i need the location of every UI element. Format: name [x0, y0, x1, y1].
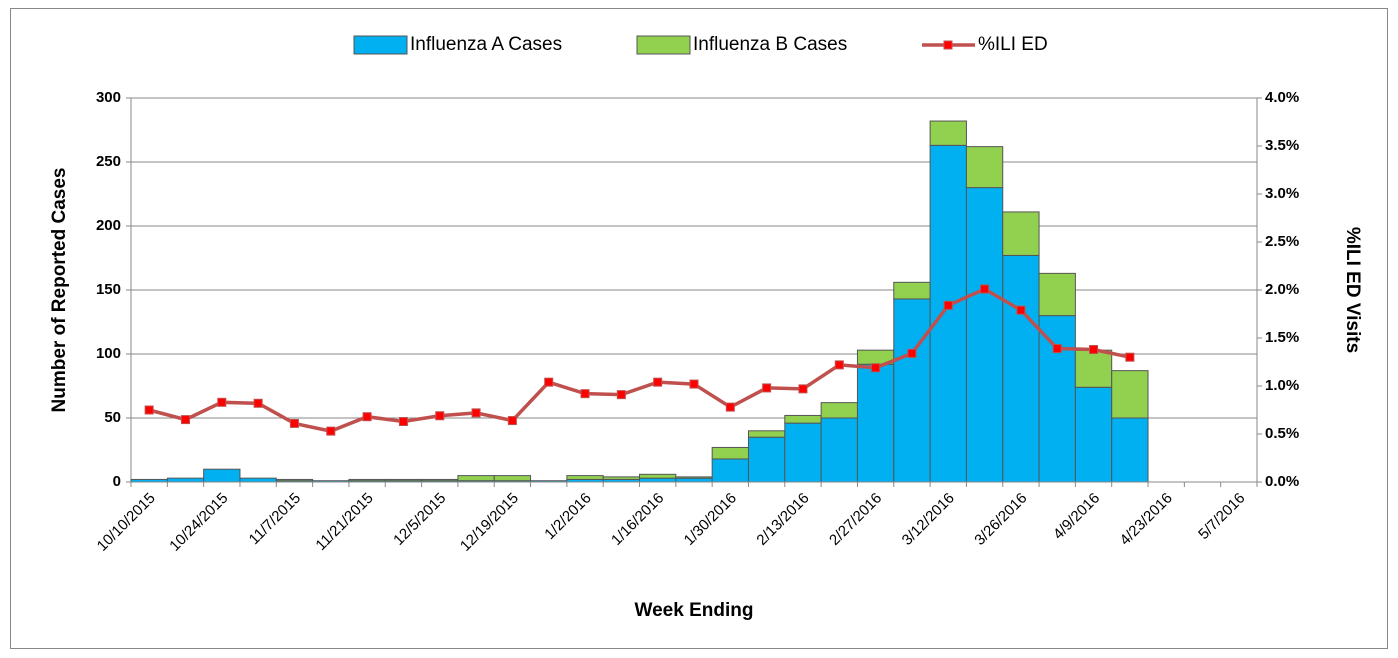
- line-marker: [725, 402, 735, 412]
- legend-label: Influenza B Cases: [693, 34, 847, 55]
- line-marker: [544, 377, 554, 387]
- y-tick-label: 200: [96, 217, 121, 234]
- bar: [711, 458, 749, 483]
- line-marker: [1052, 344, 1062, 354]
- line-marker: [907, 348, 917, 358]
- line-marker: [798, 384, 808, 394]
- y-axis-title: Number of Reported Cases: [49, 168, 70, 413]
- bar: [457, 475, 495, 482]
- bar: [711, 446, 749, 460]
- y2-tick-label: 2.5%: [1265, 233, 1299, 250]
- line-marker: [834, 360, 844, 370]
- y2-tick-label: 0.5%: [1265, 425, 1299, 442]
- y-tick-label: 300: [96, 89, 121, 106]
- line-marker: [362, 412, 372, 422]
- bar: [675, 476, 713, 479]
- x-axis-title: Week Ending: [635, 600, 754, 621]
- y2-tick-label: 1.0%: [1265, 377, 1299, 394]
- bar: [893, 281, 931, 300]
- bar: [893, 298, 931, 483]
- line-marker: [507, 416, 517, 426]
- y2-tick-label: 2.0%: [1265, 281, 1299, 298]
- y-tick-label: 250: [96, 153, 121, 170]
- line-marker: [616, 390, 626, 400]
- legend-swatch: [353, 35, 408, 55]
- bar: [348, 478, 386, 482]
- line-marker: [689, 379, 699, 389]
- y-tick-label: 0: [113, 473, 121, 490]
- y2-tick-label: 4.0%: [1265, 89, 1299, 106]
- line-marker: [580, 389, 590, 399]
- line-marker: [980, 284, 990, 294]
- bar: [1002, 211, 1040, 256]
- line-marker: [253, 398, 263, 408]
- bar: [747, 436, 786, 483]
- y2-tick-label: 3.5%: [1265, 137, 1299, 154]
- bar: [1002, 254, 1040, 483]
- y-tick-label: 100: [96, 345, 121, 362]
- bar: [1038, 315, 1076, 483]
- line-marker: [289, 418, 299, 428]
- bar: [929, 144, 967, 483]
- chart-border: [10, 8, 1388, 649]
- bar: [784, 422, 822, 483]
- bar: [820, 402, 858, 419]
- bar: [784, 414, 822, 424]
- bar: [965, 187, 1004, 483]
- bar: [1074, 386, 1113, 483]
- legend-swatch: [943, 40, 953, 50]
- line-marker: [435, 411, 445, 421]
- bar: [856, 363, 895, 483]
- line: [148, 287, 1131, 433]
- line-marker: [871, 363, 881, 373]
- legend-swatch: [636, 35, 691, 55]
- bar: [566, 475, 604, 480]
- bar: [820, 417, 858, 483]
- line-marker: [1016, 305, 1026, 315]
- y-tick-label: 150: [96, 281, 121, 298]
- bar: [1111, 417, 1149, 483]
- bar: [602, 476, 641, 480]
- y2-axis-title: %ILI ED Visits: [1342, 227, 1363, 353]
- bar: [275, 478, 314, 482]
- bar: [166, 477, 205, 483]
- line-marker: [471, 408, 481, 418]
- line-marker: [1089, 345, 1099, 355]
- bar: [639, 473, 677, 479]
- bar: [1111, 370, 1149, 419]
- y-tick-label: 50: [104, 409, 121, 426]
- line-marker: [398, 417, 408, 427]
- bar: [639, 477, 677, 483]
- y2-tick-label: 0.0%: [1265, 473, 1299, 490]
- bar: [384, 478, 423, 482]
- line-marker: [217, 397, 227, 407]
- legend-label: %ILI ED: [978, 34, 1048, 55]
- bar: [965, 146, 1004, 189]
- bar: [239, 477, 277, 483]
- legend-label: Influenza A Cases: [410, 34, 562, 55]
- bar: [493, 475, 532, 482]
- line-marker: [180, 415, 190, 425]
- line-marker: [144, 405, 154, 415]
- bar: [421, 478, 459, 482]
- y2-tick-label: 1.5%: [1265, 329, 1299, 346]
- bar: [1074, 349, 1113, 388]
- line-marker: [326, 426, 336, 436]
- line-marker: [943, 300, 953, 310]
- bar: [203, 468, 241, 483]
- line-marker: [762, 383, 772, 393]
- bar: [1038, 272, 1076, 317]
- y2-tick-label: 3.0%: [1265, 185, 1299, 202]
- line-marker: [1125, 352, 1135, 362]
- line-marker: [653, 377, 663, 387]
- bar: [747, 430, 786, 438]
- bar: [929, 120, 967, 146]
- bar: [675, 477, 713, 483]
